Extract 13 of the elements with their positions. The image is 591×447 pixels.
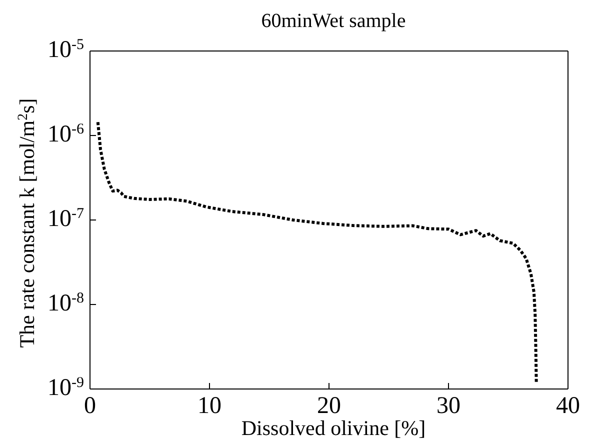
chart-title: 60minWet sample	[260, 10, 407, 33]
y-tick-label: 10$^{-7}$	[48, 206, 84, 232]
y-tick-label: 10$^{-8}$	[48, 290, 84, 316]
y-tick-label: 10$^{-9}$	[48, 375, 84, 401]
x-tick-label: 30	[436, 393, 460, 419]
x-tick-label: 20	[317, 393, 341, 419]
x-tick-label: 10	[198, 393, 222, 419]
line-series	[96, 120, 538, 384]
x-tick-label: 40	[556, 393, 580, 419]
x-tick-label: 0	[84, 393, 96, 419]
x-axis-title: Dissolved olivine [%]	[241, 416, 426, 440]
y-tick-label: 10$^{-6}$	[48, 122, 84, 148]
y-tick-label: 10$^{-5}$	[48, 37, 84, 63]
